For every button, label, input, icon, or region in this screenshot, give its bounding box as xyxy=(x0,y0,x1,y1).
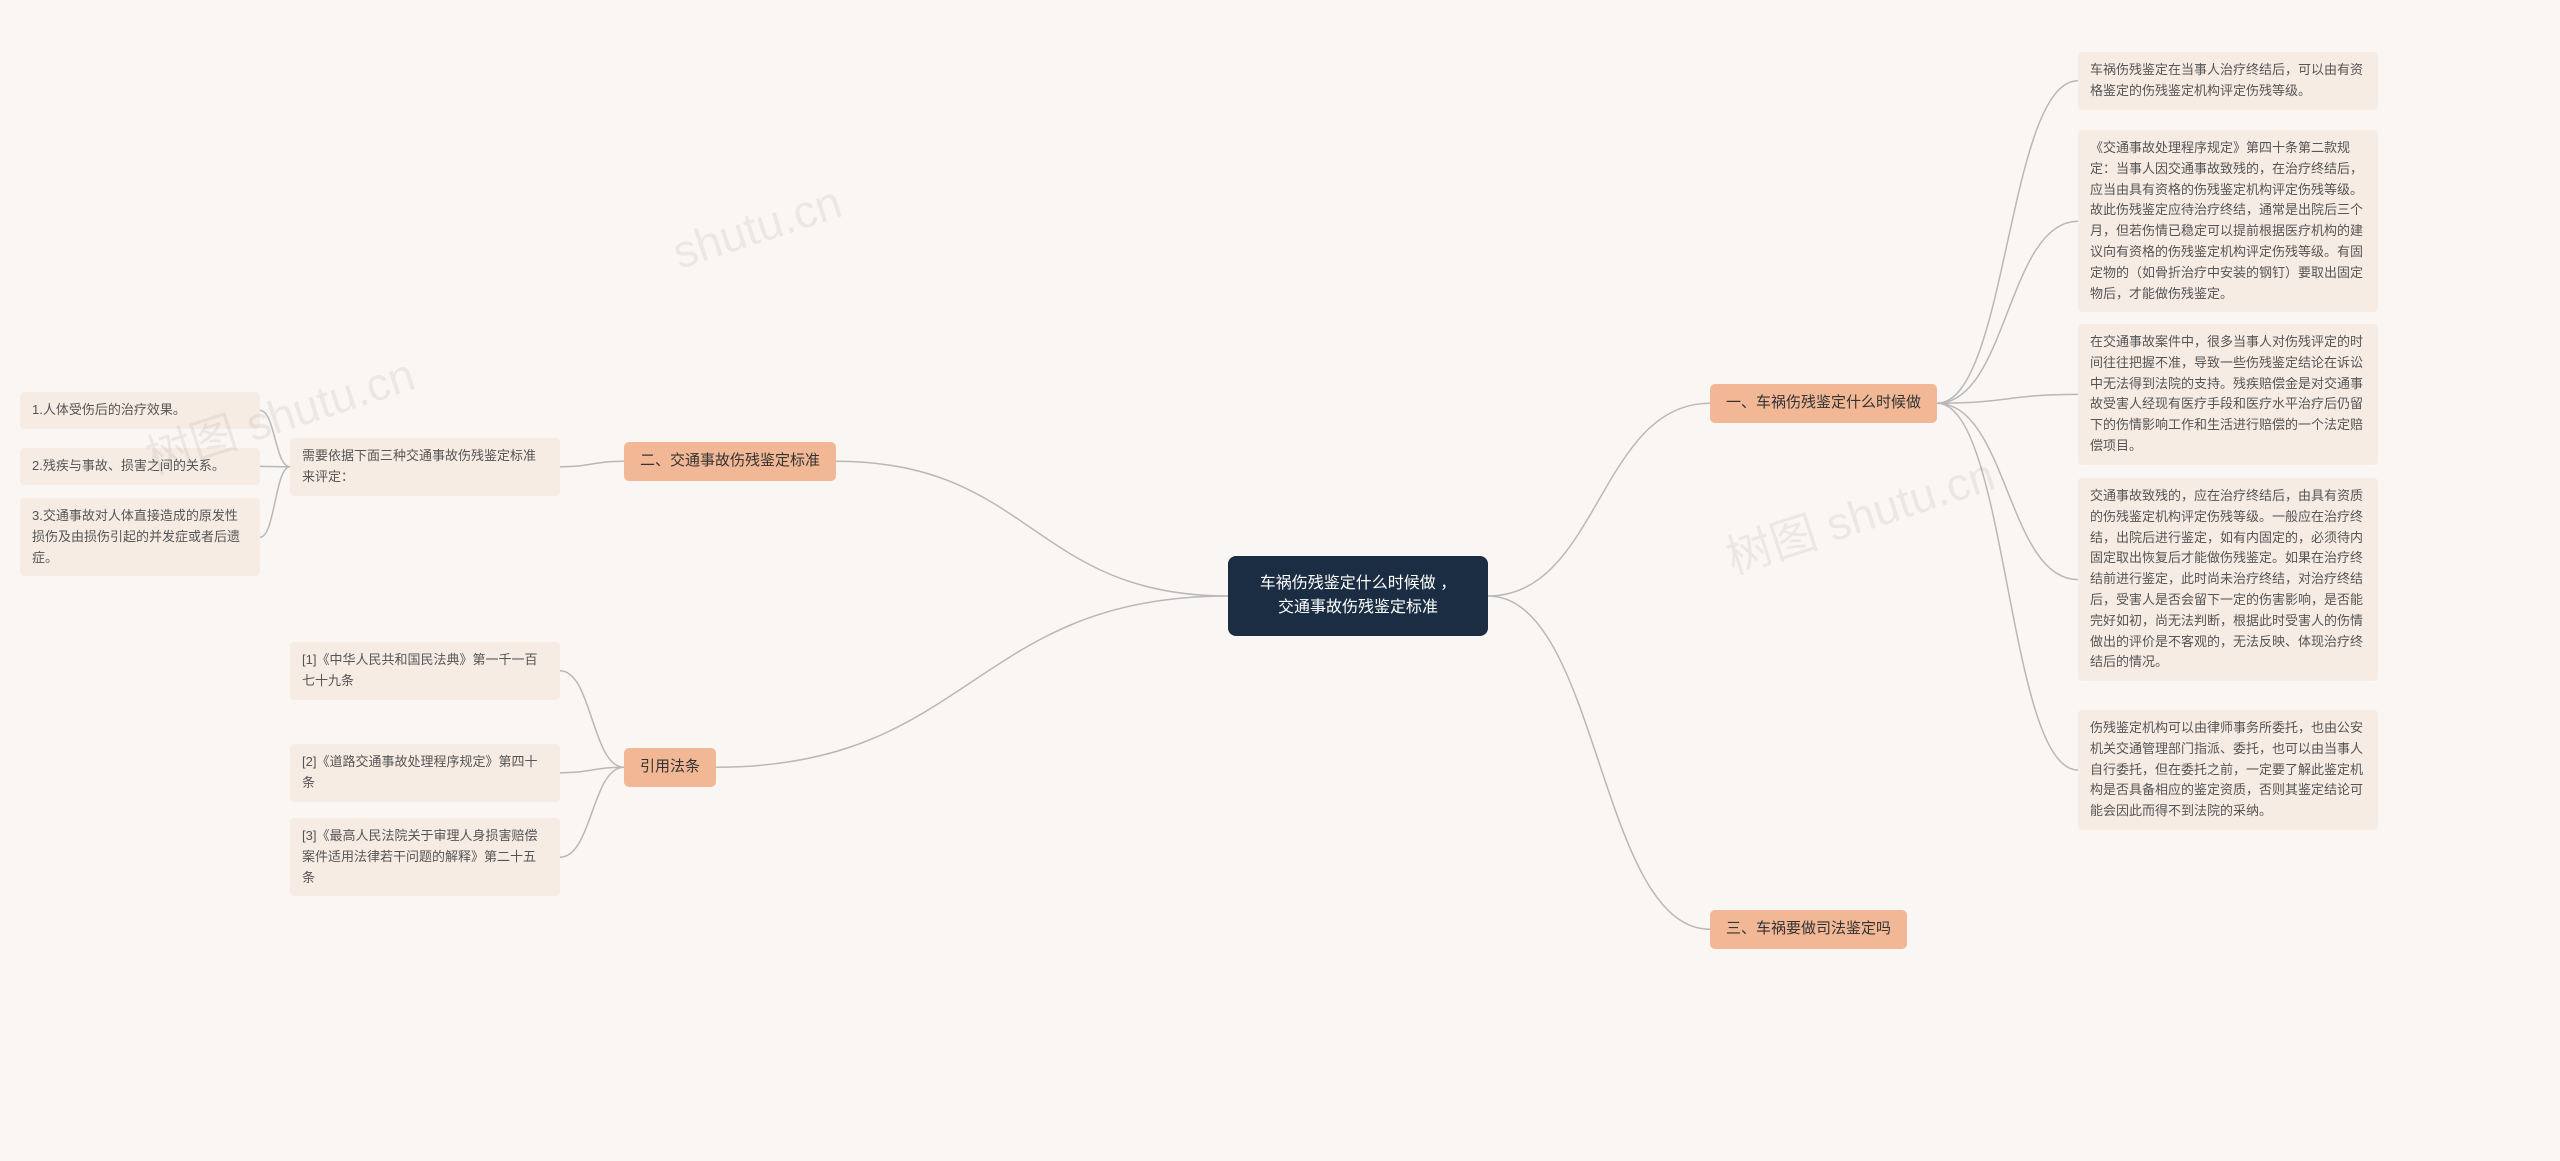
branch-1-leaf-2: 在交通事故案件中，很多当事人对伤残评定的时间往往把握不准，导致一些伤残鉴定结论在… xyxy=(2078,324,2378,465)
branch-1-leaf-0: 车祸伤残鉴定在当事人治疗终结后，可以由有资格鉴定的伤残鉴定机构评定伤残等级。 xyxy=(2078,52,2378,110)
branch-2-leaf-0: 1.人体受伤后的治疗效果。 xyxy=(20,392,260,429)
branch-4-leaf-0: [1]《中华人民共和国民法典》第一千一百七十九条 xyxy=(290,642,560,700)
center-node: 车祸伤残鉴定什么时候做 ，交通事故伤残鉴定标准 xyxy=(1228,556,1488,636)
branch-2: 二、交通事故伤残鉴定标准 xyxy=(624,442,836,481)
branch-2-leaf-2: 3.交通事故对人体直接造成的原发性损伤及由损伤引起的并发症或者后遗症。 xyxy=(20,498,260,576)
branch-2-sub: 需要依据下面三种交通事故伤残鉴定标准来评定： xyxy=(290,438,560,496)
branch-4-leaf-2: [3]《最高人民法院关于审理人身损害赔偿案件适用法律若干问题的解释》第二十五条 xyxy=(290,818,560,896)
watermark-2: shutu.cn xyxy=(666,174,848,279)
branch-4: 引用法条 xyxy=(624,748,716,787)
branch-2-leaf-1: 2.残疾与事故、损害之间的关系。 xyxy=(20,448,260,485)
watermark-1: 树图 shutu.cn xyxy=(1717,439,2002,588)
branch-1: 一、车祸伤残鉴定什么时候做 xyxy=(1710,384,1937,423)
branch-4-leaf-1: [2]《道路交通事故处理程序规定》第四十条 xyxy=(290,744,560,802)
branch-3: 三、车祸要做司法鉴定吗 xyxy=(1710,910,1907,949)
branch-1-leaf-3: 交通事故致残的，应在治疗终结后，由具有资质的伤残鉴定机构评定伤残等级。一般应在治… xyxy=(2078,478,2378,681)
branch-1-leaf-4: 伤残鉴定机构可以由律师事务所委托，也由公安机关交通管理部门指派、委托，也可以由当… xyxy=(2078,710,2378,830)
branch-1-leaf-1: 《交通事故处理程序规定》第四十条第二款规定：当事人因交通事故致残的，在治疗终结后… xyxy=(2078,130,2378,312)
